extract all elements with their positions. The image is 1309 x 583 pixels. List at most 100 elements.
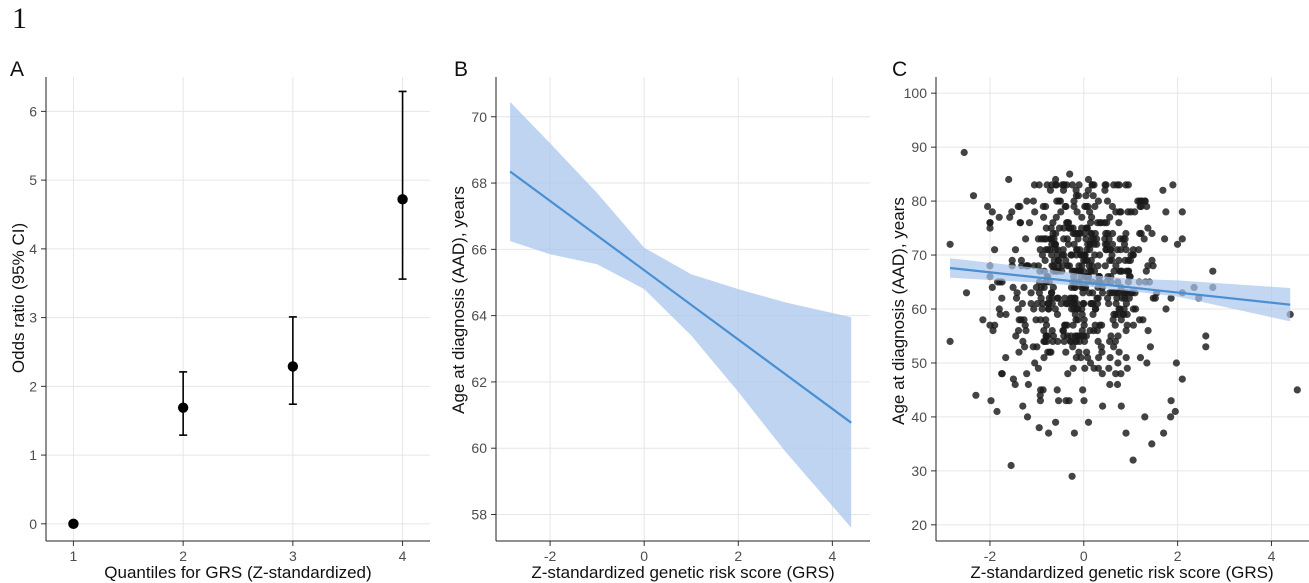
panel-c-point [1098,348,1106,356]
panel-c-point [1073,267,1081,275]
panel-c-point [1064,240,1073,248]
panel-c-point [1167,397,1175,405]
panel-c-point [1023,370,1031,378]
panel-c-point [1073,208,1081,216]
panel-c-point [1078,262,1086,270]
panel-c-point [1141,197,1149,205]
panel-c-point [1040,327,1048,335]
panel-c-point [1048,240,1056,248]
panel-c-y-tick-label: 70 [911,247,927,263]
panel-a-tag: A [10,58,24,81]
panel-c-point [1061,321,1069,329]
panel-c-point [1081,229,1089,238]
panel-c-point [1131,208,1139,216]
panel-b-regression-line [509,170,852,424]
panel-b-confidence-band [510,101,852,528]
panel-c-point [1115,219,1123,227]
panel-c-confidence-band [950,258,1291,322]
panel-c-point [1124,267,1132,275]
panel-c-point [1091,229,1099,238]
panel-c-point [1082,192,1090,200]
panel-c-point [1048,300,1056,308]
panel-c-point [1091,202,1099,211]
panel-c-point [1134,197,1142,205]
panel-c-point [1049,337,1057,345]
panel-c-point [1136,354,1144,362]
panel-c-point [1059,327,1067,335]
panel-c-point [1020,283,1028,291]
panel-c-point [1101,262,1109,270]
panel-c-point [1075,348,1083,356]
panel-c-point [1046,186,1055,194]
panel-c-point [1113,380,1122,389]
panel-c-point [1110,343,1118,351]
panel-c-point [1094,337,1102,345]
panel-c-point [1143,202,1151,211]
panel-c-point [1116,208,1124,216]
panel-c-point [1101,181,1109,189]
panel-c-point [1098,370,1106,378]
figure-number: 1 [12,2,27,35]
panel-c-point [1161,235,1169,243]
panel-a-y-tick-label: 4 [29,241,37,257]
panel-c-point [1078,305,1086,313]
panel-a-point [177,402,189,413]
panel-c-point [1053,310,1062,318]
panel-c-point [972,391,980,399]
panel-c-point [1049,219,1057,227]
panel-c-point [1032,316,1040,324]
panel-c-point [1084,418,1093,426]
panel-c-point [1054,337,1062,345]
panel-c-point [1037,294,1045,302]
panel-c-point [1024,380,1032,389]
panel-c-point [1080,337,1089,345]
panel-c-point [1035,181,1043,189]
panel-c-point [1115,256,1123,264]
panel-c-point [962,289,971,297]
panel-c-y-tick-label: 80 [911,193,927,209]
panel-c-x-tick-label: 0 [1080,548,1088,564]
panel-c-point [1095,354,1103,362]
panel-c-point [1081,256,1089,264]
panel-c-point [991,246,999,254]
panel-c-point [1123,321,1131,329]
panel-c-points [946,148,1301,480]
panel-c-point [1101,240,1109,248]
panel-c-point [1144,262,1152,270]
panel-c-point [1102,229,1110,238]
panel-c-point [1169,181,1177,189]
panel-c-point [946,240,954,248]
panel-c-point [1096,251,1104,259]
panel-c-point [1069,364,1077,372]
panel-c-y-tick-label: 90 [911,139,927,155]
panel-c-point [1079,289,1087,297]
panel-c-point [1123,364,1131,372]
panel-c-point [1122,229,1130,238]
panel-c-point [986,321,994,329]
panel-c-point [1019,402,1027,410]
panel-a-y-tick-label: 2 [29,378,37,394]
panel-c-point [1035,289,1043,297]
panel-c-point [1070,240,1078,248]
panel-c-point [1085,262,1093,270]
panel-a-tick-labels: 1 2 3 4 0 1 2 3 4 5 6 [29,103,406,564]
panel-c-point [1123,289,1131,297]
panel-c-point [1070,202,1078,211]
panel-b-tag: B [454,58,468,81]
panel-c-point [1027,300,1035,308]
panel-c-point [1079,386,1087,394]
panel-c-point [1103,197,1112,205]
panel-a-axes [41,77,430,546]
panel-b-x-tick-label: 4 [828,548,836,564]
panel-c-point [1080,397,1088,405]
panel-b-y-tick-label: 66 [471,241,487,257]
panel-c-point [995,213,1003,221]
panel-b-y-tick-label: 58 [471,506,487,522]
panel-c-point [1030,305,1038,313]
panel-c-point [1171,407,1179,416]
panel-c-point [1105,300,1113,308]
panel-c-point [1105,364,1113,372]
panel-c-point [1143,359,1151,367]
panel-c-y-tick-label: 40 [911,409,927,425]
panel-c-axes [931,77,1309,546]
